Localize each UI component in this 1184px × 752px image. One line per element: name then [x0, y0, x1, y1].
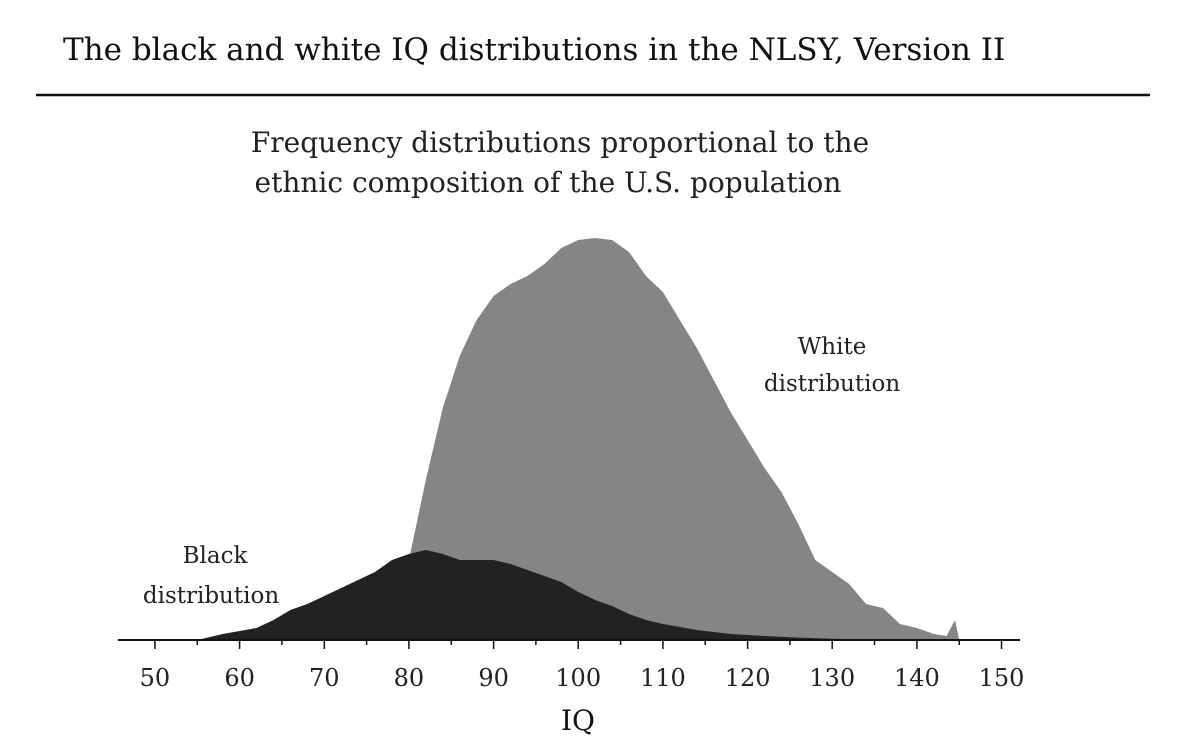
x-tick-label-110: 110 [640, 664, 686, 692]
x-tick-label-60: 60 [224, 664, 255, 692]
chart-title: The black and white IQ distributions in … [63, 32, 1005, 68]
white-distribution-area [222, 238, 960, 640]
chart-subtitle-line-2: ethnic composition of the U.S. populatio… [255, 166, 842, 199]
x-tick-label-150: 150 [979, 664, 1025, 692]
plot-area [197, 238, 960, 640]
white-distribution-label-line-1: White [798, 334, 867, 360]
white-distribution-label-line-2: distribution [764, 371, 900, 397]
x-tick-label-130: 130 [809, 664, 855, 692]
x-tick-label-80: 80 [394, 664, 425, 692]
black-distribution-label-line-2: distribution [143, 583, 279, 609]
black-distribution-area [197, 550, 900, 640]
x-tick-label-100: 100 [555, 664, 601, 692]
x-axis: 50 60 70 80 90 100 110 120 130 140 150 [118, 639, 1025, 692]
x-axis-title: IQ [561, 704, 595, 737]
chart-subtitle-line-1: Frequency distributions proportional to … [251, 126, 869, 159]
x-tick-label-70: 70 [309, 664, 340, 692]
x-tick-label-50: 50 [140, 664, 171, 692]
x-tick-label-120: 120 [725, 664, 771, 692]
x-tick-label-140: 140 [894, 664, 940, 692]
black-distribution-label-line-1: Black [183, 543, 249, 569]
x-tick-label-90: 90 [478, 664, 509, 692]
